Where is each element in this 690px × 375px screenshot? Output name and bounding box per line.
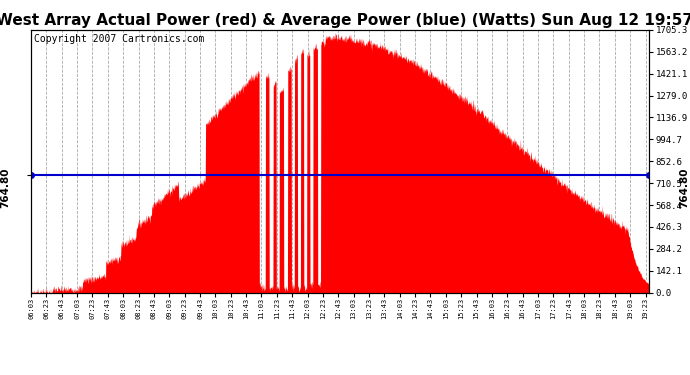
Text: 764.80: 764.80 — [1, 167, 10, 208]
Text: 764.80: 764.80 — [680, 167, 689, 208]
Text: West Array Actual Power (red) & Average Power (blue) (Watts) Sun Aug 12 19:57: West Array Actual Power (red) & Average … — [0, 13, 690, 28]
Text: Copyright 2007 Cartronics.com: Copyright 2007 Cartronics.com — [34, 34, 204, 44]
